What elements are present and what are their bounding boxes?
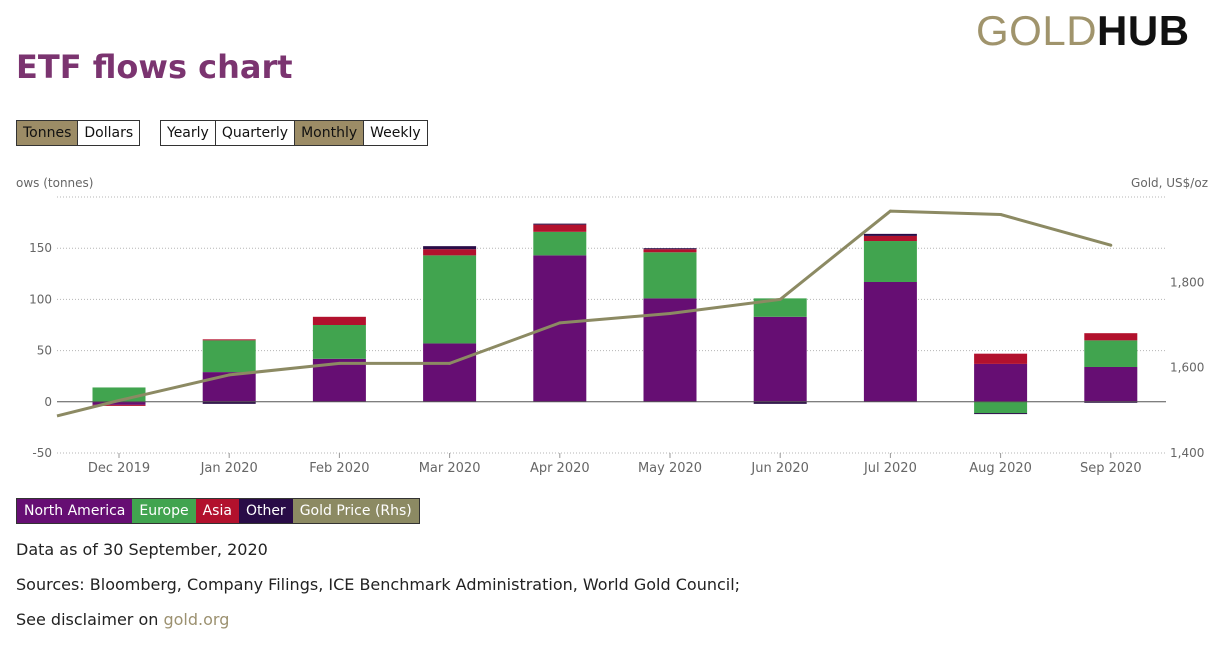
- y2-tick-1400: 1,400: [1170, 446, 1204, 460]
- bar-asia-mar-2020[interactable]: [423, 249, 477, 256]
- y-tick-0: 0: [44, 395, 52, 409]
- bar-asia-may-2020[interactable]: [643, 249, 697, 253]
- bar-other-mar-2020[interactable]: [423, 246, 477, 250]
- unit-toggle-group: Tonnes Dollars: [16, 120, 141, 146]
- gold-price-point-apr-2020: [558, 321, 562, 325]
- legend-asia[interactable]: Asia: [195, 499, 239, 523]
- y-tick-150: 150: [29, 241, 52, 255]
- gold-price-point-aug-2020: [999, 212, 1003, 216]
- gold-price-point-feb-2020: [337, 361, 341, 365]
- bar-north-america-dec-2019[interactable]: [92, 401, 146, 405]
- bar-north-america-aug-2020[interactable]: [974, 363, 1028, 402]
- bar-north-america-sep-2020[interactable]: [1084, 366, 1138, 402]
- gold-price-point-jan-2020: [227, 373, 231, 377]
- unit-tonnes-button[interactable]: Tonnes: [16, 120, 79, 146]
- gold-price-point-jul-2020: [888, 209, 892, 213]
- bar-other-aug-2020[interactable]: [974, 413, 1028, 415]
- gold-org-link[interactable]: gold.org: [163, 610, 230, 629]
- y-axis-title: ows (tonnes): [16, 176, 93, 190]
- period-toggle-group: Yearly Quarterly Monthly Weekly: [160, 120, 428, 146]
- gold-price-point-may-2020: [668, 311, 672, 315]
- gold-price-point-sep-2020: [1109, 243, 1113, 247]
- legend-gold-price-rhs[interactable]: Gold Price (Rhs): [292, 499, 419, 523]
- bar-europe-jan-2020[interactable]: [202, 340, 256, 373]
- period-weekly-button[interactable]: Weekly: [363, 120, 428, 146]
- legend-europe[interactable]: Europe: [132, 499, 196, 523]
- x-tick-sep-2020: Sep 2020: [1080, 461, 1142, 476]
- period-quarterly-button[interactable]: Quarterly: [214, 120, 296, 146]
- sources-note: Sources: Bloomberg, Company Filings, ICE…: [16, 575, 741, 594]
- y2-tick-1800: 1,800: [1170, 275, 1204, 289]
- x-tick-aug-2020: Aug 2020: [969, 461, 1032, 476]
- y2-axis-title: Gold, US$/oz: [1131, 176, 1208, 190]
- x-tick-dec-2019: Dec 2019: [88, 461, 150, 476]
- bar-europe-aug-2020[interactable]: [974, 401, 1028, 414]
- bar-asia-sep-2020[interactable]: [1084, 333, 1138, 341]
- legend-north-america[interactable]: North America: [17, 499, 133, 523]
- bar-asia-jul-2020[interactable]: [863, 235, 917, 242]
- gold-price-point-dec-2019: [117, 399, 121, 403]
- x-tick-may-2020: May 2020: [638, 461, 702, 476]
- x-tick-apr-2020: Apr 2020: [530, 461, 590, 476]
- chart-legend: North America Europe Asia Other Gold Price (…: [16, 498, 420, 524]
- bar-other-jun-2020[interactable]: [753, 401, 807, 404]
- bar-north-america-jun-2020[interactable]: [753, 316, 807, 402]
- bar-europe-feb-2020[interactable]: [312, 325, 366, 359]
- data-as-of-note: Data as of 30 September, 2020: [16, 540, 268, 559]
- x-tick-jul-2020: Jul 2020: [863, 461, 917, 476]
- x-tick-jun-2020: Jun 2020: [750, 461, 809, 476]
- disclaimer-note: See disclaimer on gold.org: [16, 610, 229, 630]
- bar-other-jan-2020[interactable]: [202, 401, 256, 404]
- bar-asia-dec-2019[interactable]: [92, 404, 146, 406]
- bar-asia-aug-2020[interactable]: [974, 353, 1028, 364]
- x-tick-feb-2020: Feb 2020: [309, 461, 369, 476]
- goldhub-logo[interactable]: GOLDHUB: [976, 10, 1190, 52]
- bar-europe-jun-2020[interactable]: [753, 298, 807, 317]
- disclaimer-prefix: See disclaimer on: [16, 610, 164, 629]
- period-monthly-button[interactable]: Monthly: [294, 120, 365, 146]
- bar-north-america-mar-2020[interactable]: [423, 343, 477, 402]
- bar-north-america-jul-2020[interactable]: [863, 281, 917, 402]
- bar-other-may-2020[interactable]: [643, 248, 697, 250]
- y-tick-neg50: -50: [32, 446, 52, 460]
- page-title: ETF flows chart: [16, 48, 293, 86]
- logo-gold-text: GOLD: [976, 7, 1098, 54]
- y2-tick-1600: 1,600: [1170, 361, 1204, 375]
- bar-asia-apr-2020[interactable]: [533, 224, 587, 232]
- x-tick-jan-2020: Jan 2020: [200, 461, 258, 476]
- bar-europe-sep-2020[interactable]: [1084, 340, 1138, 367]
- bar-other-sep-2020[interactable]: [1084, 401, 1138, 403]
- legend-other[interactable]: Other: [238, 499, 293, 523]
- bar-europe-apr-2020[interactable]: [533, 231, 587, 256]
- x-tick-mar-2020: Mar 2020: [419, 461, 481, 476]
- unit-dollars-button[interactable]: Dollars: [77, 120, 141, 146]
- bar-other-apr-2020[interactable]: [533, 223, 587, 225]
- y-tick-50: 50: [37, 344, 52, 358]
- bar-asia-jan-2020[interactable]: [202, 339, 256, 341]
- logo-hub-text: HUB: [1097, 7, 1190, 54]
- period-yearly-button[interactable]: Yearly: [160, 120, 216, 146]
- bar-europe-may-2020[interactable]: [643, 252, 697, 299]
- etf-flows-chart: ows (tonnes) Gold, US$/oz -50 0 50 100 150 1,40…: [16, 176, 1208, 476]
- bar-europe-jul-2020[interactable]: [863, 241, 917, 282]
- bar-asia-feb-2020[interactable]: [312, 316, 366, 325]
- bar-europe-mar-2020[interactable]: [423, 255, 477, 344]
- gold-price-point-mar-2020: [448, 361, 452, 365]
- bar-other-jul-2020[interactable]: [863, 233, 917, 236]
- bar-north-america-jan-2020[interactable]: [202, 372, 256, 402]
- gold-price-point-jun-2020: [778, 297, 782, 301]
- y-tick-100: 100: [29, 292, 52, 306]
